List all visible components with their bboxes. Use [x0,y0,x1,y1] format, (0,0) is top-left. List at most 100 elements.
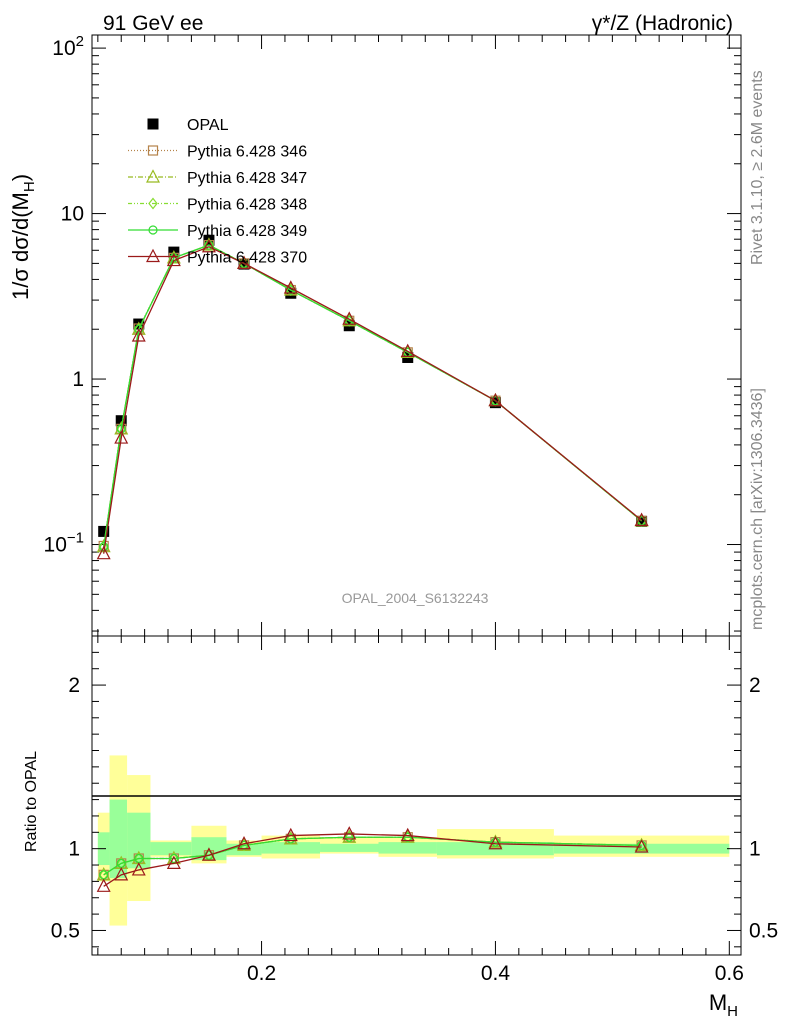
main-series-point [114,430,129,444]
main-series-point [400,343,415,357]
mcplots-label: mcplots.cern.ch [arXiv:1306.3436] [749,388,766,630]
legend-marker [146,248,160,263]
main-series-1 [98,239,647,552]
ratio-series-point [166,855,181,869]
main-series-point [131,328,146,342]
main-data-points [98,234,648,537]
ratio-series-point [344,831,355,844]
ratio-series-point [634,839,649,853]
main-axis-ticks [92,35,741,636]
legend-marker [148,197,158,210]
legend-marker [146,169,160,183]
ratio-series-point [201,847,216,861]
ratio-panel: 0.5 0.5 1 1 2 2 0.2 0.4 0.6 [51,635,778,985]
main-panel: 10−1 1 10 102 OPAL_2004_S6132243 OPAL Pythia… [44,33,742,637]
main-series-point [488,392,503,407]
ratio-series-point [237,835,252,850]
ratio-y-tick-label-right: 2 [749,674,761,697]
main-series-3 [98,239,647,553]
left-title: 91 GeV ee [103,12,203,35]
legend-entry: Pythia 6.428 349 [128,223,307,240]
data-point [636,515,648,527]
main-series-line [103,246,643,554]
main-y-tick-label: 102 [52,33,84,60]
data-point [489,397,501,409]
rivet-label: Rivet 3.1.10, ≥ 2.6M events [749,70,766,265]
main-series-point [204,239,214,252]
ratio-error-bands [97,755,730,926]
ratio-series-point [96,878,111,892]
ratio-y-axis-label: Ratio to OPAL [23,751,40,852]
ratio-x-tick-label: 0.6 [715,962,744,985]
ratio-series-point [342,826,357,840]
band-inner [378,842,437,854]
main-series-point [96,545,111,560]
main-y-tick-labels: 10−1 1 10 102 [44,33,84,556]
main-y-tick-label: 1 [72,368,84,391]
ratio-series-layer [96,826,649,892]
legend-entry: Pythia 6.428 347 [128,169,307,187]
ratio-series-point [286,832,296,845]
band-inner [127,812,151,869]
main-series-line [103,244,643,547]
legend-entry: Pythia 6.428 348 [128,197,307,214]
ratio-y-tick-label: 0.5 [51,919,80,942]
ratio-x-tick-label: 0.4 [481,962,511,985]
ratio-series-point [114,867,129,881]
legend: OPAL Pythia 6.428 346 Pythia 6.428 347 Pyth… [128,117,307,267]
main-y-tick-label: 10 [61,203,84,226]
main-series-point [116,422,127,435]
svg-text:1/σ dσ/d(MH): 1/σ dσ/d(MH) [8,174,38,300]
ratio-x-tick-labels: 0.2 0.4 0.6 [247,962,744,985]
ratio-y-tick-label: 1 [68,838,80,861]
legend-marker [148,225,158,235]
main-y-tick-label: 10−1 [44,530,84,557]
band-inner [261,842,321,854]
ratio-series-point [283,827,298,842]
ratio-series-point [286,834,296,844]
legend-marker [147,118,159,130]
ratio-series-point [490,836,501,849]
legend-marker [147,145,159,156]
main-series-point [283,280,298,294]
ratio-series-point [169,853,179,864]
main-series-2 [96,237,649,553]
ratio-series-point [636,839,647,852]
ratio-axis-ticks [92,636,741,955]
main-series-point [342,311,357,325]
main-series-5 [96,238,649,560]
main-series-line [103,244,643,547]
main-series-4 [99,240,647,552]
legend-entry: Pythia 6.428 346 [128,144,307,161]
main-series-point [237,255,252,269]
band-inner [553,843,730,854]
main-series-point [116,424,126,434]
main-series-line [103,244,643,547]
band-inner [150,842,192,856]
ratio-y-tick-label-right: 1 [749,838,761,861]
ratio-y-tick-label-right: 0.5 [749,919,778,942]
legend-entry: OPAL [147,117,229,134]
main-series-point [134,323,144,336]
ratio-series-point [131,862,146,876]
legend-label: Pythia 6.428 346 [187,144,307,161]
ratio-frame [91,635,742,956]
main-series-layer [96,234,649,560]
x-axis-label: MH [709,990,738,1020]
legend-label: Pythia 6.428 370 [187,250,307,267]
ratio-series-line [103,833,642,887]
legend-label: Pythia 6.428 349 [187,223,307,240]
ratio-series-point [488,835,503,850]
main-series-point [166,252,181,267]
legend-entry: Pythia 6.428 370 [128,248,307,267]
legend-label: Pythia 6.428 347 [187,170,307,187]
legend-label: OPAL [187,117,229,134]
legend-label: Pythia 6.428 348 [187,197,307,214]
main-series-point [634,512,649,526]
ratio-y-tick-labels: 0.5 0.5 1 1 2 2 [51,674,778,942]
band-inner [320,843,379,852]
main-series-point [134,324,144,334]
right-title: γ*/Z (Hadronic) [592,12,733,35]
ratio-series-5 [96,826,649,892]
